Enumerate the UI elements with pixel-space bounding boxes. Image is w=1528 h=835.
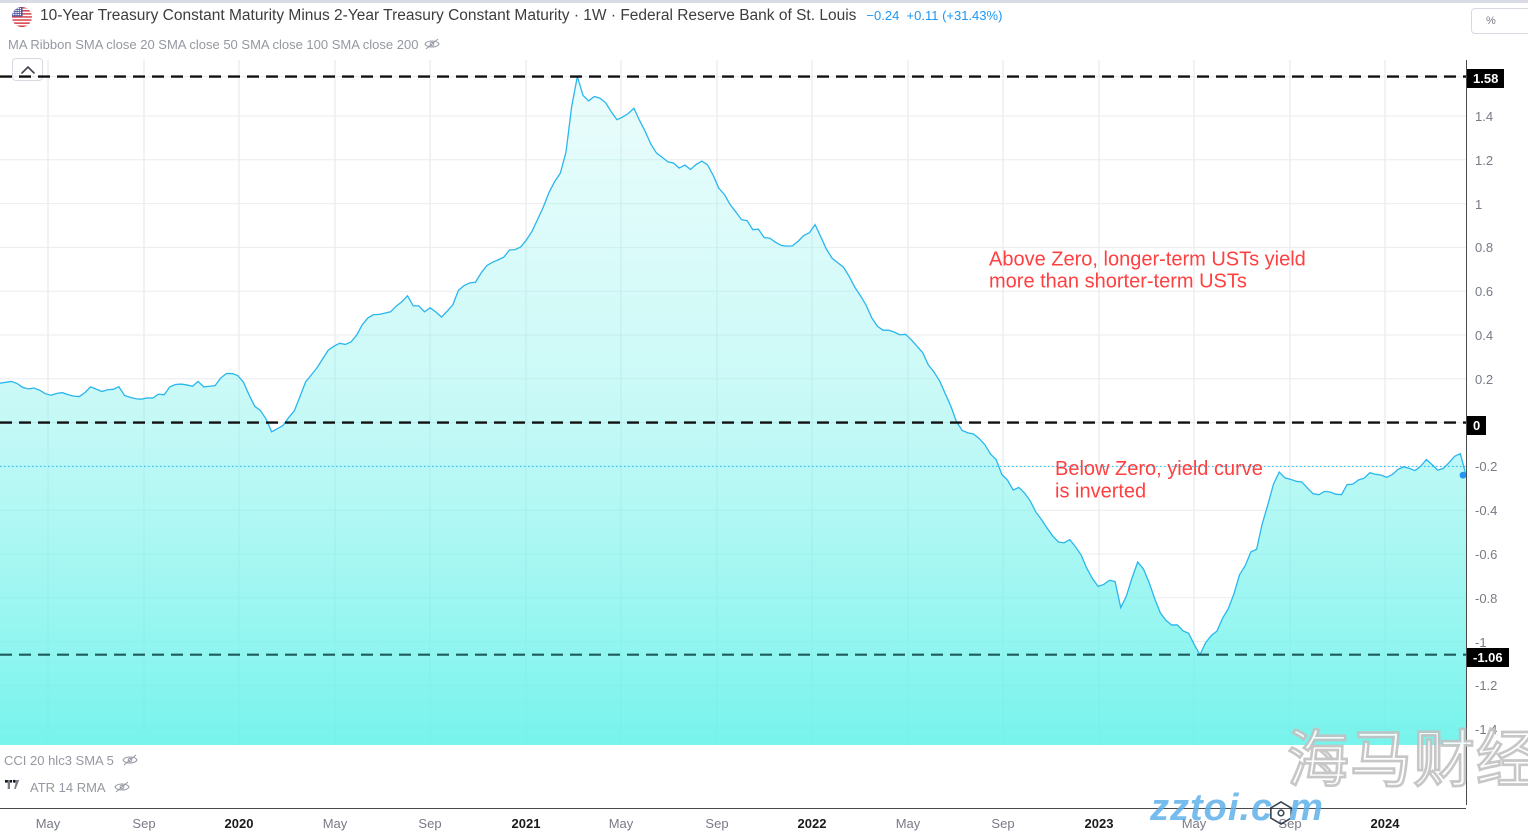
svg-text:Above Zero, longer-term USTs y: Above Zero, longer-term USTs yield xyxy=(989,248,1306,270)
svg-text:Below Zero, yield curve: Below Zero, yield curve xyxy=(1055,458,1263,480)
svg-text:is inverted: is inverted xyxy=(1055,481,1146,503)
svg-text:more than shorter-term USTs: more than shorter-term USTs xyxy=(989,271,1247,293)
